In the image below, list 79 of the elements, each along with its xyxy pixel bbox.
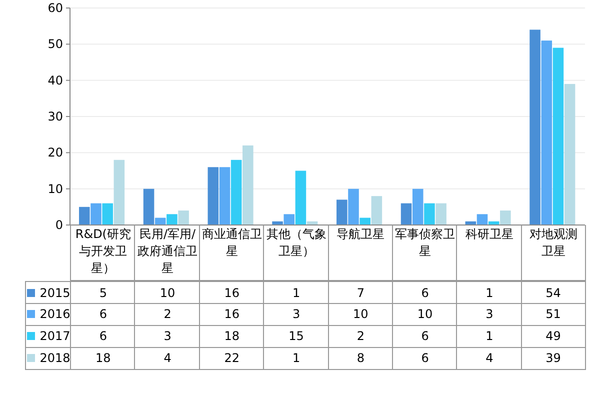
bar bbox=[541, 40, 552, 225]
x-tick-label: 科研卫星 bbox=[465, 226, 514, 243]
data-label: 2 bbox=[356, 329, 364, 343]
data-label: 51 bbox=[546, 307, 561, 321]
data-label: 10 bbox=[417, 307, 433, 321]
data-label: 6 bbox=[421, 329, 429, 343]
data-label: 6 bbox=[99, 329, 107, 343]
x-tick-label: 民用/军用/政府通信卫星 bbox=[137, 226, 198, 277]
data-label: 15 bbox=[288, 329, 304, 343]
data-label: 6 bbox=[421, 351, 429, 365]
data-label: 5 bbox=[99, 286, 107, 300]
bar bbox=[295, 170, 306, 225]
x-tick-label: R&D(研究与开发卫星） bbox=[74, 226, 132, 277]
legend-label: 2015 bbox=[40, 286, 70, 300]
data-label: 54 bbox=[546, 286, 561, 300]
bar bbox=[230, 160, 242, 225]
data-label: 4 bbox=[164, 351, 172, 365]
bar bbox=[102, 203, 113, 225]
bar bbox=[500, 210, 511, 225]
bar bbox=[436, 203, 446, 225]
x-tick-label: 商业通信卫星 bbox=[202, 226, 262, 260]
bar bbox=[166, 214, 178, 225]
bar bbox=[360, 218, 370, 225]
bar bbox=[284, 214, 295, 225]
bar bbox=[348, 188, 359, 225]
y-tick-label: 40 bbox=[48, 73, 63, 88]
y-tick-label: 0 bbox=[55, 218, 63, 232]
data-label: 10 bbox=[160, 286, 176, 300]
bar bbox=[208, 167, 219, 225]
x-tick-label: 其他（气象卫星） bbox=[266, 226, 326, 260]
bar bbox=[400, 203, 412, 225]
bar bbox=[79, 206, 90, 225]
bar bbox=[371, 196, 382, 225]
legend-label: 2016 bbox=[40, 307, 70, 321]
data-label: 39 bbox=[546, 351, 561, 365]
legend-label: 2018 bbox=[40, 351, 70, 365]
y-tick-label: 50 bbox=[48, 37, 63, 52]
bar bbox=[178, 210, 189, 225]
data-label: 1 bbox=[486, 286, 494, 300]
data-label: 6 bbox=[99, 307, 107, 321]
bar bbox=[336, 200, 348, 225]
data-label: 6 bbox=[421, 286, 429, 300]
bar bbox=[114, 160, 125, 225]
bar bbox=[242, 145, 254, 225]
y-tick-label: 20 bbox=[48, 146, 63, 160]
data-label: 16 bbox=[224, 307, 240, 321]
data-label: 1 bbox=[486, 329, 494, 343]
x-tick-label: 军事侦察卫星 bbox=[394, 226, 456, 260]
bar bbox=[219, 167, 230, 225]
y-tick-label: 30 bbox=[48, 110, 63, 124]
bar bbox=[424, 203, 435, 225]
y-tick-label: 60 bbox=[48, 1, 63, 15]
data-label: 3 bbox=[486, 307, 494, 321]
data-label: 18 bbox=[224, 329, 240, 343]
data-label: 16 bbox=[224, 286, 240, 300]
x-tick-label: 导航卫星 bbox=[336, 226, 385, 243]
data-label: 49 bbox=[546, 329, 561, 343]
x-tick-label: 对地观测卫星 bbox=[528, 226, 578, 260]
bar bbox=[154, 218, 166, 225]
data-label: 8 bbox=[356, 351, 364, 365]
bar bbox=[564, 84, 576, 225]
data-label: 10 bbox=[353, 307, 368, 321]
bar bbox=[90, 203, 102, 225]
bar bbox=[552, 48, 564, 225]
data-label: 1 bbox=[292, 351, 300, 365]
data-label: 2 bbox=[164, 307, 172, 321]
bar bbox=[412, 188, 424, 225]
y-tick-label: 10 bbox=[48, 182, 63, 196]
bar bbox=[476, 214, 488, 225]
data-label: 3 bbox=[164, 329, 172, 343]
bar bbox=[143, 188, 154, 225]
bar bbox=[530, 30, 540, 225]
data-label: 7 bbox=[356, 286, 364, 300]
legend-label: 2017 bbox=[40, 329, 70, 343]
data-label: 22 bbox=[224, 351, 240, 365]
data-label: 4 bbox=[486, 351, 494, 365]
data-label: 18 bbox=[96, 351, 111, 365]
data-label: 3 bbox=[292, 307, 300, 321]
data-label: 1 bbox=[292, 286, 300, 300]
